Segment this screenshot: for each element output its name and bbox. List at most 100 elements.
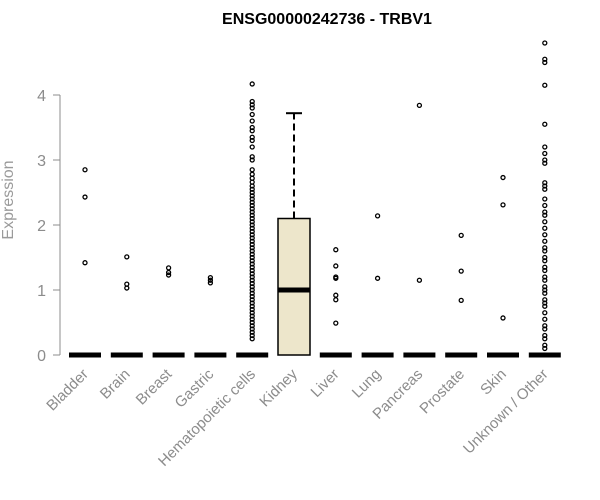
outlier-point bbox=[542, 183, 548, 189]
chart-title: ENSG00000242736 - TRBV1 bbox=[222, 11, 432, 28]
outlier-point bbox=[249, 329, 255, 335]
y-tick-label: 1 bbox=[37, 283, 46, 300]
outlier-point bbox=[333, 275, 339, 281]
outlier-point bbox=[542, 121, 548, 127]
outlier-point bbox=[249, 267, 255, 274]
box-unknown-other bbox=[528, 40, 561, 358]
box-breast bbox=[152, 265, 185, 358]
outlier-point bbox=[249, 215, 255, 222]
outlier-point bbox=[249, 102, 255, 108]
outlier-point bbox=[249, 98, 255, 105]
outlier-point bbox=[249, 310, 255, 316]
outlier-point bbox=[124, 254, 130, 260]
outlier-point bbox=[542, 219, 548, 225]
outlier-point bbox=[542, 56, 548, 62]
outlier-point bbox=[249, 189, 255, 196]
outlier-point bbox=[249, 144, 255, 150]
outlier-point bbox=[82, 260, 88, 266]
outlier-point bbox=[249, 206, 255, 212]
outlier-point bbox=[207, 274, 214, 281]
outlier-point bbox=[249, 157, 255, 163]
outlier-point bbox=[249, 306, 255, 313]
y-tick-label: 4 bbox=[37, 88, 46, 105]
outlier-point bbox=[249, 225, 255, 231]
outlier-point bbox=[124, 285, 130, 291]
outlier-point bbox=[249, 167, 255, 173]
outlier-point bbox=[249, 280, 255, 287]
outlier-point bbox=[249, 326, 255, 332]
outlier-point bbox=[542, 300, 548, 306]
outlier-point bbox=[249, 219, 255, 225]
outlier-point bbox=[542, 310, 548, 316]
outlier-point bbox=[249, 277, 255, 283]
outlier-point bbox=[249, 300, 255, 306]
outlier-point bbox=[249, 251, 255, 257]
y-tick-label: 0 bbox=[37, 348, 46, 365]
outlier-point bbox=[416, 277, 423, 283]
outlier-point bbox=[249, 202, 255, 209]
y-axis: 0 1 2 3 4 bbox=[37, 88, 61, 365]
outlier-point bbox=[249, 303, 255, 309]
outlier-point bbox=[249, 134, 255, 140]
y-tick-label: 3 bbox=[37, 153, 46, 170]
outlier-point bbox=[249, 271, 255, 277]
box-hematopoietic-cells bbox=[236, 81, 269, 358]
y-tick-label: 2 bbox=[37, 218, 46, 235]
outlier-point bbox=[542, 274, 548, 280]
outlier-point bbox=[249, 111, 255, 118]
outlier-point bbox=[82, 167, 88, 173]
outlier-point bbox=[542, 232, 548, 238]
outlier-point bbox=[542, 186, 548, 192]
outlier-point bbox=[542, 342, 548, 348]
outlier-point bbox=[500, 202, 506, 208]
outlier-point bbox=[249, 137, 255, 144]
outlier-point bbox=[333, 297, 339, 303]
outlier-point bbox=[542, 225, 548, 231]
outlier-point bbox=[249, 196, 255, 202]
outlier-point bbox=[249, 124, 255, 131]
outlier-point bbox=[249, 128, 255, 134]
outlier-point bbox=[374, 275, 381, 281]
outlier-point bbox=[542, 157, 548, 163]
outlier-point bbox=[416, 102, 423, 109]
box-skin bbox=[487, 174, 519, 358]
box-pancreas bbox=[403, 102, 436, 358]
outlier-point bbox=[542, 277, 548, 283]
outlier-point bbox=[542, 297, 548, 303]
outlier-point bbox=[249, 228, 255, 235]
outlier-point bbox=[249, 261, 255, 267]
x-tick-label: Skin bbox=[477, 366, 510, 399]
outlier-point bbox=[333, 247, 339, 253]
box-gastric bbox=[194, 274, 227, 358]
outlier-point bbox=[542, 345, 548, 352]
outlier-point bbox=[249, 105, 255, 111]
outlier-point bbox=[249, 209, 255, 215]
outlier-point bbox=[542, 290, 548, 296]
outlier-point bbox=[249, 248, 255, 254]
outlier-point bbox=[542, 202, 548, 209]
outlier-point bbox=[207, 280, 214, 286]
outlier-point bbox=[249, 258, 255, 264]
outlier-point bbox=[249, 316, 255, 322]
outlier-point bbox=[500, 174, 506, 181]
outlier-point bbox=[542, 264, 548, 270]
outlier-point bbox=[333, 292, 339, 298]
outlier-point bbox=[249, 81, 255, 87]
outlier-point bbox=[542, 332, 548, 339]
box-lung bbox=[361, 213, 394, 358]
outlier-point bbox=[542, 144, 548, 150]
box-bladder bbox=[69, 167, 101, 358]
outlier-point bbox=[207, 277, 214, 283]
outlier-point bbox=[249, 264, 255, 270]
outlier-point bbox=[249, 232, 255, 238]
outlier-point bbox=[249, 245, 255, 251]
outlier-point bbox=[82, 194, 88, 200]
x-tick-label: Bladder bbox=[43, 366, 92, 415]
outlier-point bbox=[249, 222, 255, 228]
outlier-point bbox=[542, 336, 548, 342]
outlier-point bbox=[542, 238, 548, 244]
box-brain bbox=[110, 254, 143, 358]
outlier-point bbox=[249, 336, 255, 342]
outlier-point bbox=[374, 213, 381, 219]
